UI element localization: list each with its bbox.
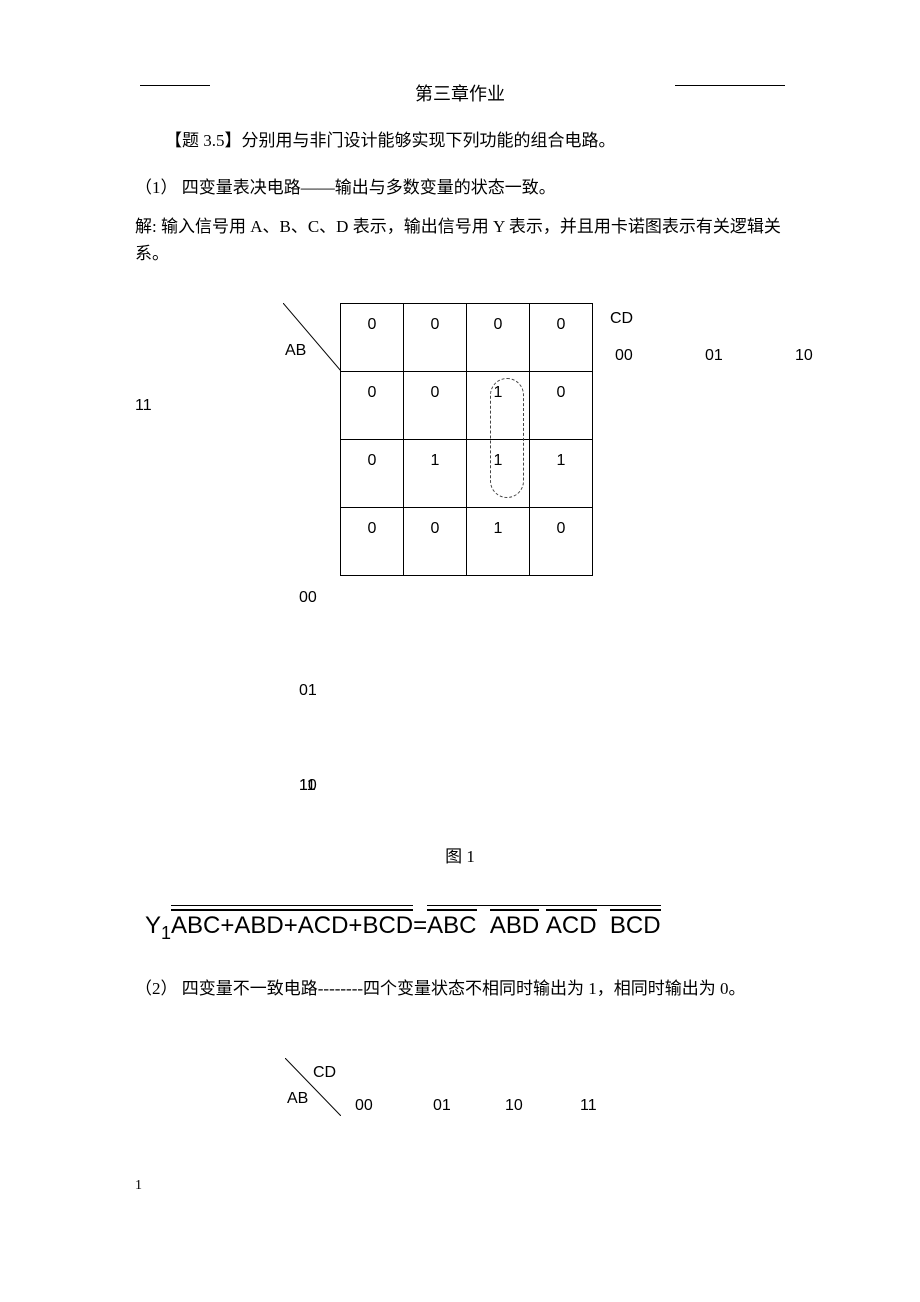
- kmap1-cell: 0: [467, 303, 530, 371]
- kmap1-row-header-3: 11: [299, 773, 316, 799]
- kmap1-cell: 1: [404, 439, 467, 507]
- eq-mid-sum: ABC+ABD+ACD+BCD: [171, 912, 413, 939]
- kmap1-cell: 0: [341, 303, 404, 371]
- kmap2-col-header-3: 11: [580, 1093, 597, 1119]
- problem-heading: 【题 3.5】分别用与非门设计能够实现下列功能的组合电路。: [135, 127, 785, 154]
- page-content: 第三章作业 【题 3.5】分别用与非门设计能够实现下列功能的组合电路。 （1） …: [0, 0, 920, 1238]
- kmap2-col-header-1: 01: [433, 1093, 451, 1119]
- kmap1-cell: 0: [404, 371, 467, 439]
- kmap1-outer-col-0: 00: [615, 343, 633, 369]
- kmap1-row-header-0: 00: [299, 585, 317, 611]
- kmap1-cell: 1: [530, 439, 593, 507]
- subproblem-1: （1） 四变量表决电路——输出与多数变量的状态一致。: [135, 174, 785, 201]
- kmap1-cell: 1: [467, 439, 530, 507]
- kmap1-cell: 0: [530, 303, 593, 371]
- eq-sub: 1: [161, 923, 171, 943]
- equation-y1: Y1ABC+ABD+ACD+BCD=ABC ABD ACD BCD: [145, 905, 785, 948]
- eq-term-3: BCD: [610, 909, 661, 938]
- kmap1-row-axis: AB: [285, 338, 306, 364]
- eq-term-0: ABC: [427, 909, 476, 938]
- page-number: 1: [135, 1175, 142, 1197]
- kmap1-cell: 1: [467, 507, 530, 575]
- kmap2-container: AB CD 00 01 10 11: [285, 1058, 785, 1198]
- kmap1-col-axis: CD: [610, 306, 633, 332]
- eq-lhs: Y: [145, 912, 161, 939]
- kmap2-col-axis: CD: [313, 1060, 336, 1086]
- kmap1-outer-col-2: 10: [795, 343, 813, 369]
- kmap2-col-header-0: 00: [355, 1093, 373, 1119]
- kmap2-col-header-2: 10: [505, 1093, 523, 1119]
- eq-term-1: ABD: [490, 909, 539, 938]
- subproblem-2: （2） 四变量不一致电路--------四个变量状态不相同时输出为 1，相同时输…: [135, 975, 785, 1002]
- header-rule-left: [140, 85, 210, 86]
- kmap1-cell: 0: [341, 507, 404, 575]
- kmap1-cell: 1: [467, 371, 530, 439]
- kmap1-cell: 0: [404, 507, 467, 575]
- kmap2-row-axis: AB: [287, 1086, 308, 1112]
- solution-text: 解: 输入信号用 A、B、C、D 表示，输出信号用 Y 表示，并且用卡诺图表示有…: [135, 213, 785, 267]
- kmap1-cell: 0: [530, 507, 593, 575]
- kmap1-row-header-1: 01: [299, 678, 317, 704]
- kmap1-cell: 0: [530, 371, 593, 439]
- kmap1-cell: 0: [341, 371, 404, 439]
- kmap1-cell: 0: [341, 439, 404, 507]
- kmap1-outer-col-1: 01: [705, 343, 723, 369]
- eq-term-2: ACD: [546, 909, 597, 938]
- kmap1-container: AB CD 00 01 10 11 00 01 10 0 0 0 0 0 0 1…: [135, 293, 785, 843]
- kmap1-cell: 0: [404, 303, 467, 371]
- figure-1-caption: 图 1: [135, 843, 785, 870]
- kmap1-table: 0 0 0 0 0 0 1 0 0 1 1 1 0 0 1 0: [340, 303, 593, 576]
- header-rule-right: [675, 85, 785, 86]
- kmap1-outer-row-11: 11: [135, 393, 152, 419]
